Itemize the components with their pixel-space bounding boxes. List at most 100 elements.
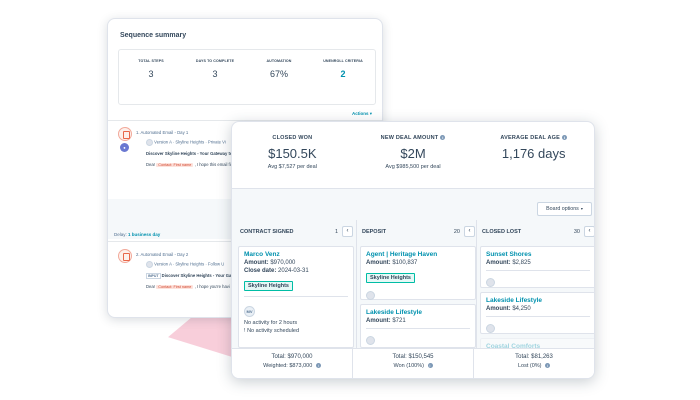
email-icon (118, 127, 132, 141)
deal-summary: CLOSED WON $150.5K Avg $7,527 per deal N… (232, 122, 594, 184)
footer-total: Total: $81,263 (515, 354, 553, 360)
column-title: CONTRACT SIGNED (240, 229, 294, 235)
deal-amount: Amount: $970,000 (244, 260, 296, 266)
deal-name-link[interactable]: Lakeside Lifestyle (366, 309, 422, 316)
sequence-stats: TOTAL STEPS 3 DAYS TO COMPLETE 3 AUTOMAT… (118, 49, 376, 105)
stat-days-to-complete: DAYS TO COMPLETE 3 (183, 50, 247, 104)
divider (244, 296, 348, 297)
summary-label: CLOSED WON (272, 135, 313, 141)
footer-sub: Weighted: $873,000 i (232, 363, 352, 369)
deal-close-date: Close date: 2024-03-31 (244, 268, 309, 274)
step-subject: INPUT Discover Skyline Heights - Your Ga… (146, 273, 243, 279)
deal-amount: Amount: $721 (366, 318, 406, 324)
sequence-step-1[interactable]: ● 1. Automated Email - Day 1 Version A ·… (118, 127, 378, 187)
deal-card-lakeside-lifestyle[interactable]: Lakeside Lifestyle Amount: $721 (360, 304, 476, 348)
column-title: DEPOSIT (362, 229, 387, 235)
info-icon[interactable]: i (427, 363, 433, 369)
stat-value: 67% (269, 69, 288, 79)
chevron-left-icon: ‹ (468, 228, 471, 234)
stat-label: AUTOMATION (266, 59, 292, 63)
info-icon[interactable]: i (440, 135, 446, 141)
owner-avatar[interactable] (366, 336, 375, 345)
collapse-column-button[interactable]: ‹ (584, 226, 594, 237)
deal-name-link[interactable]: Coastal Comforts (486, 343, 541, 350)
collapse-column-button[interactable]: ‹ (464, 226, 475, 237)
summary-sub: Avg $985,500 per deal (385, 164, 441, 170)
board-footer: Total: $970,000 Weighted: $873,000 i Tot… (232, 348, 594, 378)
summary-new-deal-amount: NEW DEAL AMOUNT i $2M Avg $985,500 per de… (353, 122, 474, 184)
column-header: CLOSED LOST 30 ‹ (478, 220, 594, 242)
divider (486, 270, 590, 271)
footer-sub: Won (100%) i (353, 363, 473, 369)
sequence-step-2[interactable]: 2. Automated Email - Day 2 Version A · S… (118, 249, 378, 309)
delay-value-link[interactable]: 1 business day (128, 232, 161, 237)
owner-avatar[interactable] (486, 324, 495, 333)
board-column-deposit: DEPOSIT 20 ‹ Agent | Heritage Haven Amou… (358, 220, 478, 348)
deal-tag: Skyline Heights (366, 273, 415, 283)
chevron-left-icon: ‹ (588, 228, 591, 234)
step-version: Version A · Skyline Heights · Follow U (146, 261, 224, 268)
step-title: 2. Automated Email - Day 2 (136, 252, 189, 257)
owner-avatar[interactable] (486, 278, 495, 287)
board-options-button[interactable]: Board options ▾ (537, 202, 592, 216)
unenroll-criteria-link[interactable]: 2 (340, 69, 346, 79)
column-header: DEPOSIT 20 ‹ (358, 220, 478, 242)
deal-name-link[interactable]: Marco Venz (244, 251, 280, 258)
summary-label: NEW DEAL AMOUNT i (380, 135, 446, 141)
deal-tag: Skyline Heights (244, 281, 293, 291)
summary-closed-won: CLOSED WON $150.5K Avg $7,527 per deal (232, 122, 353, 184)
footer-contract-signed: Total: $970,000 Weighted: $873,000 i (232, 349, 353, 378)
deal-card-agent-heritage-haven[interactable]: Agent | Heritage Haven Amount: $100,837 … (360, 246, 476, 300)
thumbnail-icon (146, 139, 153, 146)
activity-scheduled-note: ! No activity scheduled (244, 328, 300, 334)
column-divider (356, 220, 357, 378)
summary-label: AVERAGE DEAL AGE i (500, 135, 567, 141)
stat-value: 3 (148, 69, 154, 79)
column-divider (476, 220, 477, 378)
deal-name-link[interactable]: Lakeside Lifestyle (486, 297, 542, 304)
deal-name-link[interactable]: Sunset Shores (486, 251, 532, 258)
board-column-contract-signed: CONTRACT SIGNED 1 ‹ Marco Venz Amount: $… (236, 220, 356, 348)
deal-card-lakeside-lifestyle[interactable]: Lakeside Lifestyle Amount: $4,250 (480, 292, 594, 334)
activity-note: No activity for 2 hours (244, 320, 298, 326)
stat-label: UNENROLL CRITERIA (323, 59, 363, 63)
deal-name-link[interactable]: Agent | Heritage Haven (366, 251, 438, 258)
deal-amount: Amount: $100,837 (366, 260, 418, 266)
deal-amount: Amount: $2,825 (486, 260, 531, 266)
column-count: 20 (453, 229, 460, 235)
divider (108, 120, 382, 121)
personalization-token: Contact: First name (156, 285, 194, 289)
deal-card-marco-venz[interactable]: Marco Venz Amount: $970,000 Close date: … (238, 246, 354, 348)
step-version: Version A · Skyline Heights · Private Vi (146, 139, 226, 146)
summary-value: $150.5K (268, 146, 317, 161)
email-icon (118, 249, 132, 263)
collapse-column-button[interactable]: ‹ (342, 226, 353, 237)
stat-label: DAYS TO COMPLETE (195, 59, 235, 63)
step-body: Dear Contact: First name , I hope you're… (146, 284, 230, 289)
footer-sub: Lost (0%) i (474, 363, 594, 369)
owner-avatar[interactable]: MV (244, 306, 255, 317)
footer-closed-lost: Total: $81,263 Lost (0%) i (474, 349, 594, 378)
board-column-closed-lost: CLOSED LOST 30 ‹ Sunset Shores Amount: $… (478, 220, 594, 352)
footer-total: Total: $970,000 (271, 354, 313, 360)
info-icon[interactable]: i (562, 135, 567, 141)
summary-sub: Avg $7,527 per deal (267, 164, 317, 170)
column-header: CONTRACT SIGNED 1 ‹ (236, 220, 356, 242)
avatar: ● (120, 143, 129, 152)
owner-avatar[interactable] (366, 291, 375, 300)
stat-automation: AUTOMATION 67% (247, 50, 311, 104)
chevron-down-icon: ▾ (369, 111, 372, 116)
info-icon[interactable]: i (545, 363, 551, 369)
deal-card-sunset-shores[interactable]: Sunset Shores Amount: $2,825 (480, 246, 594, 288)
thumbnail-icon (146, 261, 153, 268)
actions-menu-button[interactable]: Actions ▾ (351, 111, 372, 116)
chevron-left-icon: ‹ (346, 228, 349, 234)
personalization-token: Contact: First name (156, 163, 194, 167)
stat-unenroll-criteria[interactable]: UNENROLL CRITERIA 2 (311, 50, 375, 104)
deals-board-card: CLOSED WON $150.5K Avg $7,527 per deal N… (231, 121, 595, 379)
step-body: Dear Contact: First name , I hope this e… (146, 162, 233, 167)
info-icon[interactable]: i (315, 363, 321, 369)
column-count: 30 (573, 229, 580, 235)
divider (366, 328, 470, 329)
summary-value: 1,176 days (501, 146, 566, 161)
